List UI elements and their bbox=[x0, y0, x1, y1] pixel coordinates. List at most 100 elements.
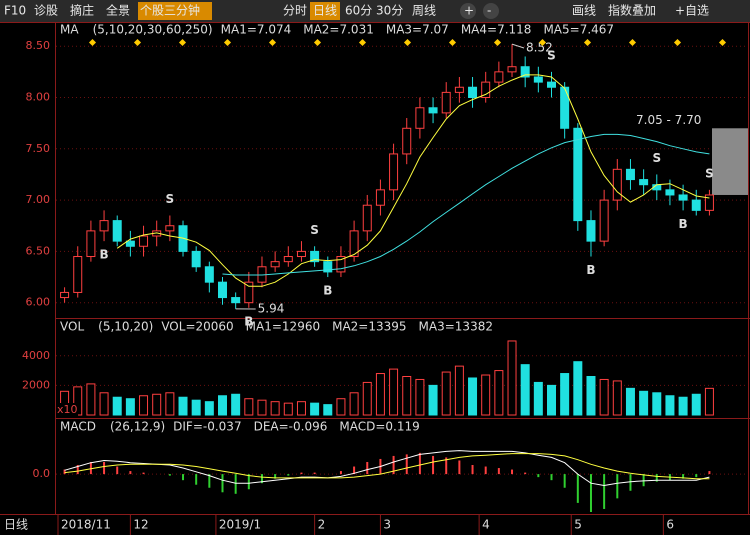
toolbar-button[interactable]: 个股三分钟 bbox=[140, 3, 200, 18]
candle-body bbox=[139, 235, 149, 247]
low-label: 5.94 bbox=[258, 302, 285, 316]
volume-bar bbox=[639, 390, 649, 416]
volume-bar bbox=[178, 396, 188, 416]
event-marker[interactable] bbox=[538, 38, 547, 47]
volume-bar bbox=[218, 395, 227, 416]
toolbar-button[interactable]: 指数叠加 bbox=[608, 3, 656, 18]
event-marker[interactable] bbox=[493, 38, 502, 47]
volume-bar bbox=[204, 401, 214, 416]
toolbar-button[interactable]: - bbox=[487, 4, 491, 18]
volume-bar bbox=[665, 395, 675, 416]
toolbar-button[interactable]: 摘庄 bbox=[70, 3, 94, 18]
trade-signal: S bbox=[166, 192, 175, 206]
indicator-value: MA3=13382 bbox=[419, 320, 493, 334]
volume-bar bbox=[652, 392, 662, 416]
toolbar-button[interactable]: 周线 bbox=[412, 4, 436, 18]
volume-bar bbox=[468, 377, 478, 416]
toolbar-button[interactable]: 60分 bbox=[345, 4, 372, 18]
event-marker[interactable] bbox=[178, 38, 187, 47]
indicator-value: DEA=-0.096 bbox=[254, 420, 328, 434]
candle-body bbox=[204, 266, 214, 283]
indicator-value: MA2=13395 bbox=[332, 320, 406, 334]
candle-body bbox=[86, 230, 96, 258]
toolbar-button[interactable]: 画线 bbox=[572, 4, 596, 18]
candle-body bbox=[73, 256, 83, 293]
y-tick-label: 7.00 bbox=[26, 193, 51, 206]
trade-signal: B bbox=[323, 284, 332, 298]
candle-body bbox=[191, 250, 201, 268]
event-marker[interactable] bbox=[448, 38, 457, 47]
candle-body bbox=[454, 86, 464, 93]
period-label[interactable]: 日线 bbox=[4, 518, 28, 532]
toolbar-icon bbox=[460, 3, 476, 19]
axis-line bbox=[748, 22, 749, 514]
volume-bar bbox=[99, 392, 109, 416]
volume-bar bbox=[323, 404, 333, 416]
x-tick-label: 2018/11 bbox=[61, 518, 111, 532]
candle-body bbox=[375, 189, 385, 206]
event-marker[interactable] bbox=[583, 38, 592, 47]
candle-body bbox=[336, 256, 346, 273]
active-period bbox=[310, 2, 340, 20]
toolbar-button[interactable]: 分时 bbox=[283, 4, 307, 18]
candle-body bbox=[125, 240, 135, 247]
volume-bar bbox=[349, 392, 359, 416]
volume-bar bbox=[625, 387, 635, 416]
indicator-menu[interactable]: MACD bbox=[60, 420, 96, 434]
candle-body bbox=[389, 153, 399, 191]
event-marker[interactable] bbox=[403, 38, 412, 47]
event-marker[interactable] bbox=[223, 38, 232, 47]
toolbar-button[interactable]: + bbox=[464, 4, 474, 18]
event-marker[interactable] bbox=[718, 38, 727, 47]
volume-bar bbox=[165, 392, 175, 416]
toolbar-button[interactable]: F10 bbox=[4, 4, 26, 18]
volume-bar bbox=[428, 384, 438, 416]
indicator-value: MA4=7.118 bbox=[461, 23, 532, 37]
volume-bar bbox=[362, 381, 372, 416]
event-marker[interactable] bbox=[313, 38, 322, 47]
toolbar-button[interactable]: 诊股 bbox=[34, 4, 58, 18]
volume-bar bbox=[533, 381, 543, 416]
volume-bar bbox=[191, 399, 201, 416]
event-marker[interactable] bbox=[628, 38, 637, 47]
event-marker[interactable] bbox=[268, 38, 277, 47]
indicator-line bbox=[116, 74, 710, 287]
event-marker[interactable] bbox=[673, 38, 682, 47]
separator bbox=[0, 514, 750, 515]
candle-body bbox=[428, 107, 438, 114]
volume-bar bbox=[86, 383, 96, 416]
y-tick-label: 2000 bbox=[22, 378, 50, 391]
trade-signal: S bbox=[547, 48, 556, 62]
candle-body bbox=[244, 281, 254, 304]
indicator-value: MA5=7.467 bbox=[543, 23, 614, 37]
indicator-value: MA1=7.074 bbox=[221, 23, 292, 37]
x-tick-label: 12 bbox=[133, 518, 148, 532]
volume-bar bbox=[599, 378, 609, 416]
trade-signal: S bbox=[652, 151, 661, 165]
event-marker[interactable] bbox=[133, 38, 142, 47]
volume-bar bbox=[573, 361, 583, 416]
toolbar-button[interactable]: 30分 bbox=[376, 4, 403, 18]
toolbar-button[interactable]: +自选 bbox=[675, 4, 709, 18]
y-tick-label: 0.0 bbox=[33, 467, 51, 480]
event-marker[interactable] bbox=[358, 38, 367, 47]
candle-body bbox=[560, 86, 570, 129]
volume-bar bbox=[520, 364, 530, 416]
indicator-menu[interactable]: VOL bbox=[60, 320, 84, 334]
trade-signal: B bbox=[586, 263, 595, 277]
indicator-menu[interactable]: MA bbox=[60, 23, 79, 37]
toolbar-button[interactable]: 日线 bbox=[313, 4, 337, 18]
volume-bar bbox=[547, 384, 556, 416]
toolbar-button[interactable]: 全景 bbox=[106, 3, 130, 18]
indicator-params: (5,10,20,30,60,250) bbox=[93, 23, 213, 37]
separator bbox=[55, 418, 750, 419]
volume-bar bbox=[244, 398, 254, 416]
candle-body bbox=[586, 220, 596, 242]
leader-line bbox=[511, 43, 525, 49]
volume-bar bbox=[586, 376, 596, 416]
candle-body bbox=[639, 179, 649, 186]
volume-bar bbox=[507, 340, 517, 416]
x-tick-label: 4 bbox=[482, 518, 490, 532]
candle-body bbox=[441, 91, 451, 114]
candle-body bbox=[612, 168, 622, 201]
